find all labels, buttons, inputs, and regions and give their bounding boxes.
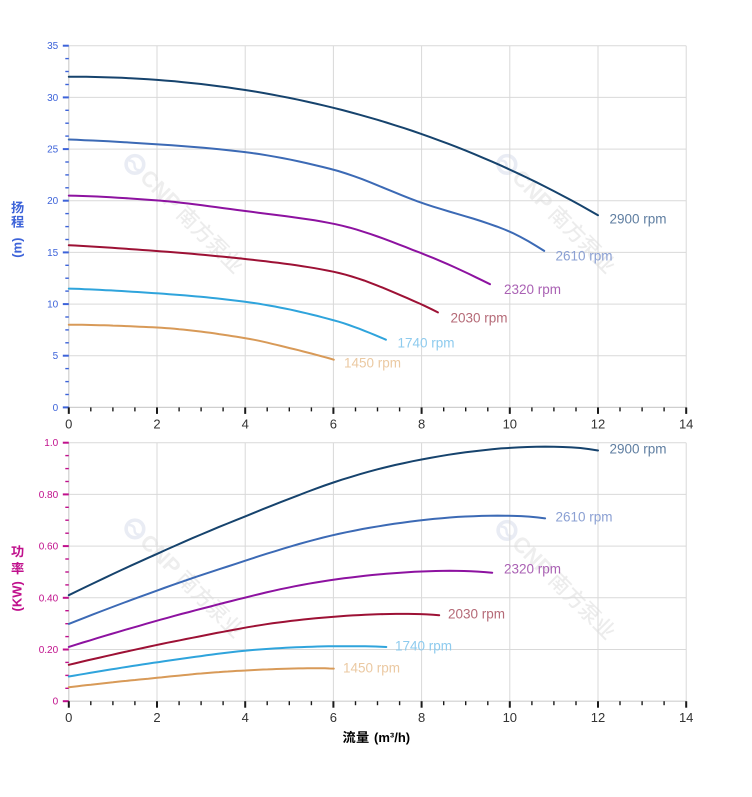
svg-text:35: 35 (47, 41, 59, 52)
svg-text:6: 6 (330, 710, 337, 725)
svg-text:4: 4 (242, 416, 249, 431)
svg-text:2900 rpm: 2900 rpm (610, 442, 667, 457)
svg-text:0: 0 (65, 710, 72, 725)
svg-text:2030 rpm: 2030 rpm (448, 607, 505, 622)
svg-text:10: 10 (47, 300, 59, 311)
svg-text:8: 8 (418, 416, 425, 431)
svg-text:20: 20 (47, 196, 59, 207)
svg-text:0: 0 (53, 403, 59, 414)
svg-text:1.0: 1.0 (44, 438, 58, 449)
svg-text:0.80: 0.80 (39, 490, 59, 501)
svg-text:5: 5 (53, 351, 59, 362)
svg-text:2320 rpm: 2320 rpm (504, 562, 561, 577)
svg-text:1450 rpm: 1450 rpm (343, 661, 400, 676)
svg-text:14: 14 (679, 416, 693, 431)
svg-text:0.60: 0.60 (39, 542, 59, 553)
svg-text:15: 15 (47, 248, 59, 259)
svg-text:10: 10 (503, 416, 517, 431)
svg-text:12: 12 (591, 710, 605, 725)
svg-text:30: 30 (47, 93, 59, 104)
svg-text:2: 2 (153, 710, 160, 725)
svg-text:1740 rpm: 1740 rpm (395, 639, 452, 654)
svg-text:(m): (m) (9, 238, 24, 258)
svg-text:6: 6 (330, 416, 337, 431)
svg-text:0.40: 0.40 (39, 593, 59, 604)
svg-text:2: 2 (153, 416, 160, 431)
svg-text:2610 rpm: 2610 rpm (556, 249, 613, 264)
svg-text:(KW): (KW) (9, 581, 24, 611)
svg-text:25: 25 (47, 145, 59, 156)
svg-text:2900 rpm: 2900 rpm (610, 212, 667, 227)
svg-text:2030 rpm: 2030 rpm (451, 311, 508, 326)
svg-text:0.20: 0.20 (39, 645, 59, 656)
svg-text:2610 rpm: 2610 rpm (556, 510, 613, 525)
svg-text:(m³/h): (m³/h) (374, 730, 410, 745)
svg-text:0: 0 (53, 697, 59, 708)
svg-text:1450 rpm: 1450 rpm (344, 356, 401, 371)
svg-text:14: 14 (679, 710, 693, 725)
svg-text:2320 rpm: 2320 rpm (504, 282, 561, 297)
svg-text:10: 10 (503, 710, 517, 725)
svg-text:0: 0 (65, 416, 72, 431)
svg-text:8: 8 (418, 710, 425, 725)
svg-text:4: 4 (242, 710, 249, 725)
svg-text:1740 rpm: 1740 rpm (398, 336, 455, 351)
svg-text:12: 12 (591, 416, 605, 431)
